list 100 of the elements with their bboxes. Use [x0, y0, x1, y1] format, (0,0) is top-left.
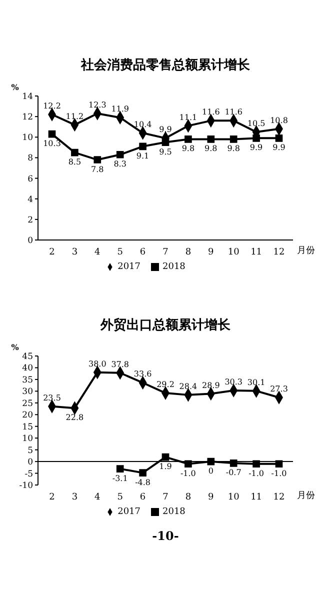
y-tick-label: 10: [22, 133, 33, 144]
y-tick-label: 0: [28, 236, 33, 246]
point: [139, 142, 146, 150]
y-tick-label: 5: [28, 446, 33, 456]
x-tick-label: 8: [185, 492, 192, 502]
legend-label: 2017: [118, 507, 140, 517]
data-label: 11.9: [111, 104, 130, 114]
x-tick-label: 4: [94, 247, 101, 258]
y-tick-label: -10: [19, 481, 33, 492]
data-label: 9.8: [204, 144, 218, 154]
point: [162, 138, 170, 146]
y-tick-label: 25: [22, 398, 33, 409]
data-label: 9.8: [227, 144, 240, 154]
x-tick-label: 6: [140, 492, 146, 502]
x-tick-label: 5: [117, 247, 124, 258]
point: [94, 156, 102, 164]
x-tick-label: 3: [72, 247, 78, 258]
point: [207, 458, 215, 466]
data-label: 9.5: [159, 147, 172, 156]
point: [230, 136, 238, 143]
x-tick-label: 6: [140, 247, 146, 258]
data-label: 11.6: [224, 108, 243, 117]
point: [184, 460, 192, 468]
data-label: 11.6: [202, 108, 220, 117]
point: [275, 460, 283, 468]
y-tick-label: 4: [28, 194, 33, 205]
data-label: 38.0: [88, 359, 106, 368]
chart-title: 外贸出口总额累计增长: [99, 316, 232, 334]
data-label: 37.8: [111, 360, 130, 369]
data-label: 28.4: [179, 382, 198, 391]
data-label: 29.2: [156, 380, 174, 390]
data-label: 33.6: [134, 370, 152, 379]
x-tick-label: 10: [228, 492, 240, 502]
text: -10-: [151, 529, 180, 543]
data-label: 9.9: [250, 143, 263, 152]
x-tick-label: 8: [185, 247, 192, 258]
data-label: 1.9: [159, 462, 172, 472]
x-tick-label: 9: [208, 247, 214, 258]
x-tick-label: 2: [49, 492, 55, 502]
data-label: 9.9: [272, 143, 286, 152]
x-tick-label: 3: [72, 492, 78, 502]
y-tick-label: 2: [28, 215, 33, 226]
point: [207, 136, 215, 143]
data-label: -1.0: [248, 468, 264, 478]
data-label: 10.8: [270, 116, 288, 125]
data-label: 27.3: [270, 384, 288, 394]
data-label: 10.5: [247, 119, 266, 128]
y-tick-label: 12: [22, 112, 33, 123]
x-tick-label: 10: [228, 247, 240, 258]
data-label: 7.8: [91, 164, 104, 174]
x-tick-label: 2: [49, 247, 55, 258]
x-tick-label: 9: [208, 492, 214, 502]
data-label: 23.5: [43, 393, 61, 402]
x-tick-label: 7: [162, 247, 169, 258]
data-label: 11.1: [179, 112, 198, 122]
y-axis-title: %: [11, 82, 20, 92]
data-label: 11.2: [66, 112, 84, 121]
y-tick-label: 30: [22, 387, 33, 398]
data-label: 9.9: [159, 125, 172, 134]
legend-label: 2017: [118, 262, 140, 272]
point: [275, 134, 283, 142]
x-axis-title: 月份: [297, 245, 315, 256]
data-label: -1.0: [271, 468, 287, 478]
x-axis-title: 月份: [297, 490, 315, 502]
legend-label: 2018: [162, 507, 186, 517]
data-label: 8.3: [114, 160, 126, 169]
point: [230, 460, 238, 467]
y-tick-label: 35: [22, 375, 33, 386]
y-axis-title: %: [11, 342, 20, 352]
data-label: -4.8: [135, 478, 151, 487]
y-tick-label: 10: [22, 434, 33, 444]
y-tick-label: 8: [28, 154, 33, 164]
point: [252, 134, 260, 142]
data-label: 12.2: [43, 102, 61, 111]
y-tick-label: 15: [22, 422, 33, 432]
data-label: 30.3: [224, 377, 243, 386]
x-tick-label: 5: [117, 492, 124, 502]
point: [184, 136, 192, 143]
data-label: 30.1: [247, 378, 266, 387]
data-label: 22.8: [66, 413, 84, 422]
y-tick-label: 20: [22, 410, 33, 421]
point: [252, 460, 260, 468]
data-label: 8.5: [68, 158, 82, 167]
x-tick-label: 12: [273, 492, 285, 502]
point: [71, 148, 78, 156]
data-label: 28.9: [202, 380, 220, 390]
point: [162, 453, 170, 461]
point: [48, 130, 56, 138]
legend-label: 2018: [162, 262, 186, 272]
x-tick-label: 4: [94, 492, 101, 502]
y-tick-label: 40: [22, 364, 33, 374]
chart-title: 社会消费品零售总额累计增长: [80, 56, 251, 74]
x-tick-label: 11: [250, 247, 262, 258]
data-label: -3.1: [112, 474, 128, 483]
y-tick-label: 6: [28, 174, 33, 184]
data-label: 12.3: [88, 100, 106, 110]
x-tick-label: 11: [250, 492, 262, 502]
data-label: 10.4: [134, 120, 152, 130]
point: [116, 150, 124, 158]
data-label: -1.0: [180, 468, 196, 478]
